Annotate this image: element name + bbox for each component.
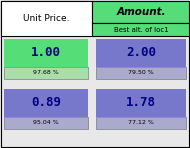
Text: Best alt. of loc1: Best alt. of loc1 xyxy=(114,26,168,33)
Bar xyxy=(4,89,88,117)
Bar xyxy=(96,89,186,117)
Bar xyxy=(4,117,88,129)
Text: 77.12 %: 77.12 % xyxy=(128,120,154,126)
Bar xyxy=(4,67,88,79)
Text: 1.00: 1.00 xyxy=(31,46,61,59)
Bar xyxy=(1,1,92,36)
Bar xyxy=(92,23,189,36)
Bar xyxy=(96,117,186,129)
Text: 2.00: 2.00 xyxy=(126,46,156,59)
Text: Amount.: Amount. xyxy=(116,7,166,17)
Text: 79.50 %: 79.50 % xyxy=(128,70,154,75)
Bar xyxy=(4,39,88,67)
Text: 1.78: 1.78 xyxy=(126,96,156,110)
Bar xyxy=(96,39,186,67)
Bar xyxy=(96,67,186,79)
Text: 95.04 %: 95.04 % xyxy=(33,120,59,126)
Text: Unit Price.: Unit Price. xyxy=(23,14,69,23)
Bar xyxy=(92,1,189,23)
Text: 97.68 %: 97.68 % xyxy=(33,70,59,75)
Text: 0.89: 0.89 xyxy=(31,96,61,110)
